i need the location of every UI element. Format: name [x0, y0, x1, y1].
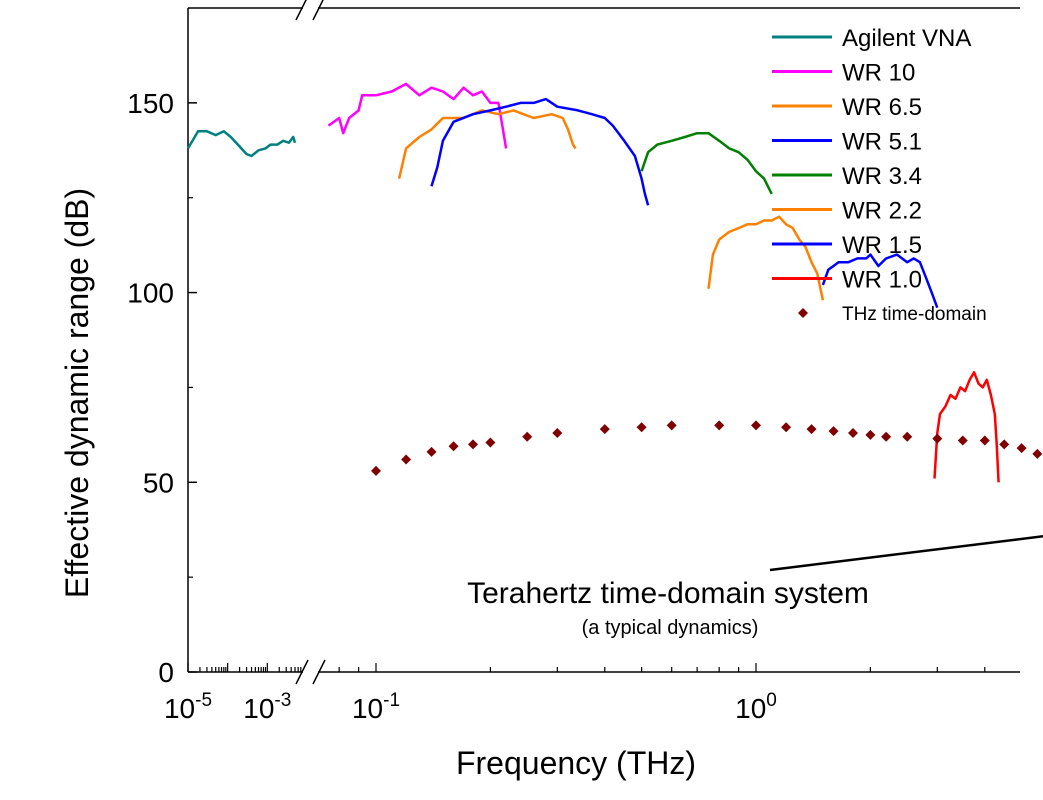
plot-frame: [187, 0, 1020, 685]
legend-marker-thz-time-domain: [798, 308, 808, 318]
legend-label: WR 1.5: [842, 232, 922, 259]
data-point: [751, 420, 761, 431]
legend-label: WR 3.4: [842, 163, 922, 190]
y-tick-label: 50: [143, 467, 174, 498]
axis-break-mark: [312, 0, 324, 21]
y-tick-label: 150: [127, 88, 174, 119]
series-line-wr-2-2: [707, 215, 825, 301]
legend-label: WR 6.5: [842, 94, 922, 121]
data-point: [636, 422, 647, 433]
axis-ticks: 0 50 100 150 10-5 10-3 10-1 100: [127, 88, 986, 724]
data-point: [714, 420, 725, 431]
data-point: [468, 439, 479, 450]
data-point: [902, 431, 913, 442]
series-line-wr-1-0: [933, 371, 1000, 483]
data-point: [957, 435, 968, 446]
legend-label: THz time-domain: [842, 304, 987, 325]
x-tick-label: 10-3: [243, 690, 291, 724]
legend-label: WR 1.0: [842, 267, 922, 294]
data-point: [522, 431, 533, 442]
series-line-wr-3-4: [640, 131, 773, 195]
data-point: [485, 437, 496, 448]
y-tick-label: 100: [127, 278, 174, 309]
data-point: [881, 431, 892, 442]
annotation-subtext: (a typical dynamics): [582, 617, 759, 639]
data-point: [448, 441, 459, 452]
data-point: [599, 424, 610, 435]
x-tick-label: 100: [735, 690, 777, 724]
axis-break-mark: [295, 659, 309, 685]
axis-break-mark: [312, 659, 326, 685]
y-tick-label: 0: [158, 657, 174, 688]
legend-label: WR 10: [842, 60, 915, 87]
annotation-text: Terahertz time-domain system: [467, 577, 869, 610]
series-line-wr-6-5: [397, 109, 577, 179]
axis-break-mark: [295, 0, 307, 21]
data-point: [552, 427, 563, 438]
legend-label: Agilent VNA: [842, 25, 971, 52]
data-point: [666, 420, 677, 431]
data-point: [828, 426, 839, 437]
data-point: [865, 429, 876, 440]
data-point: [781, 422, 792, 433]
data-point: [806, 424, 817, 435]
legend: Agilent VNA WR 10 WR 6.5 WR 5.1 WR 3.4 WR 2.2…: [772, 25, 987, 325]
y-axis-label: Effective dynamic range (dB): [59, 188, 95, 598]
x-tick-label: 10-5: [164, 690, 212, 724]
series-thz-time-domain: [371, 420, 1043, 476]
data-point: [932, 433, 943, 444]
data-point: [1032, 448, 1043, 459]
series-line-wr-1-5: [821, 253, 939, 309]
data-point: [848, 427, 859, 438]
x-axis-label: Frequency (THz): [456, 745, 696, 781]
legend-label: WR 5.1: [842, 129, 922, 156]
series-line-agilent-vna: [186, 130, 297, 158]
data-point: [401, 454, 412, 465]
series-line-wr-10: [327, 82, 508, 149]
data-point: [1016, 443, 1027, 454]
data-point: [999, 439, 1010, 450]
series-layer: [186, 82, 1043, 483]
annotation: Terahertz time-domain system (a typical d…: [467, 534, 1043, 639]
data-point: [371, 465, 381, 476]
x-tick-label: 10-1: [352, 690, 400, 724]
data-point: [426, 446, 437, 457]
data-point: [979, 435, 990, 446]
annotation-arrow-line: [769, 534, 1043, 572]
series-line-wr-5-1: [430, 97, 650, 206]
legend-label: WR 2.2: [842, 198, 922, 225]
